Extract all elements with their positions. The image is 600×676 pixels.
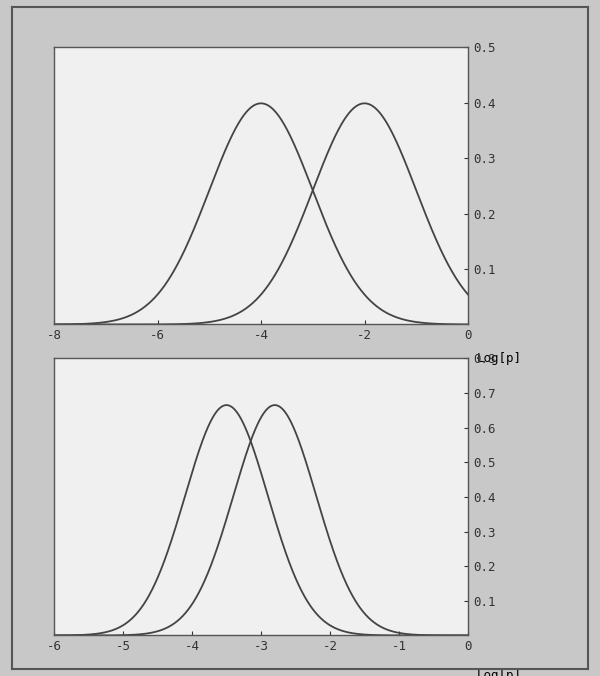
Text: Log[p]: Log[p] [476, 669, 521, 676]
Text: Log[p]: Log[p] [476, 352, 521, 365]
